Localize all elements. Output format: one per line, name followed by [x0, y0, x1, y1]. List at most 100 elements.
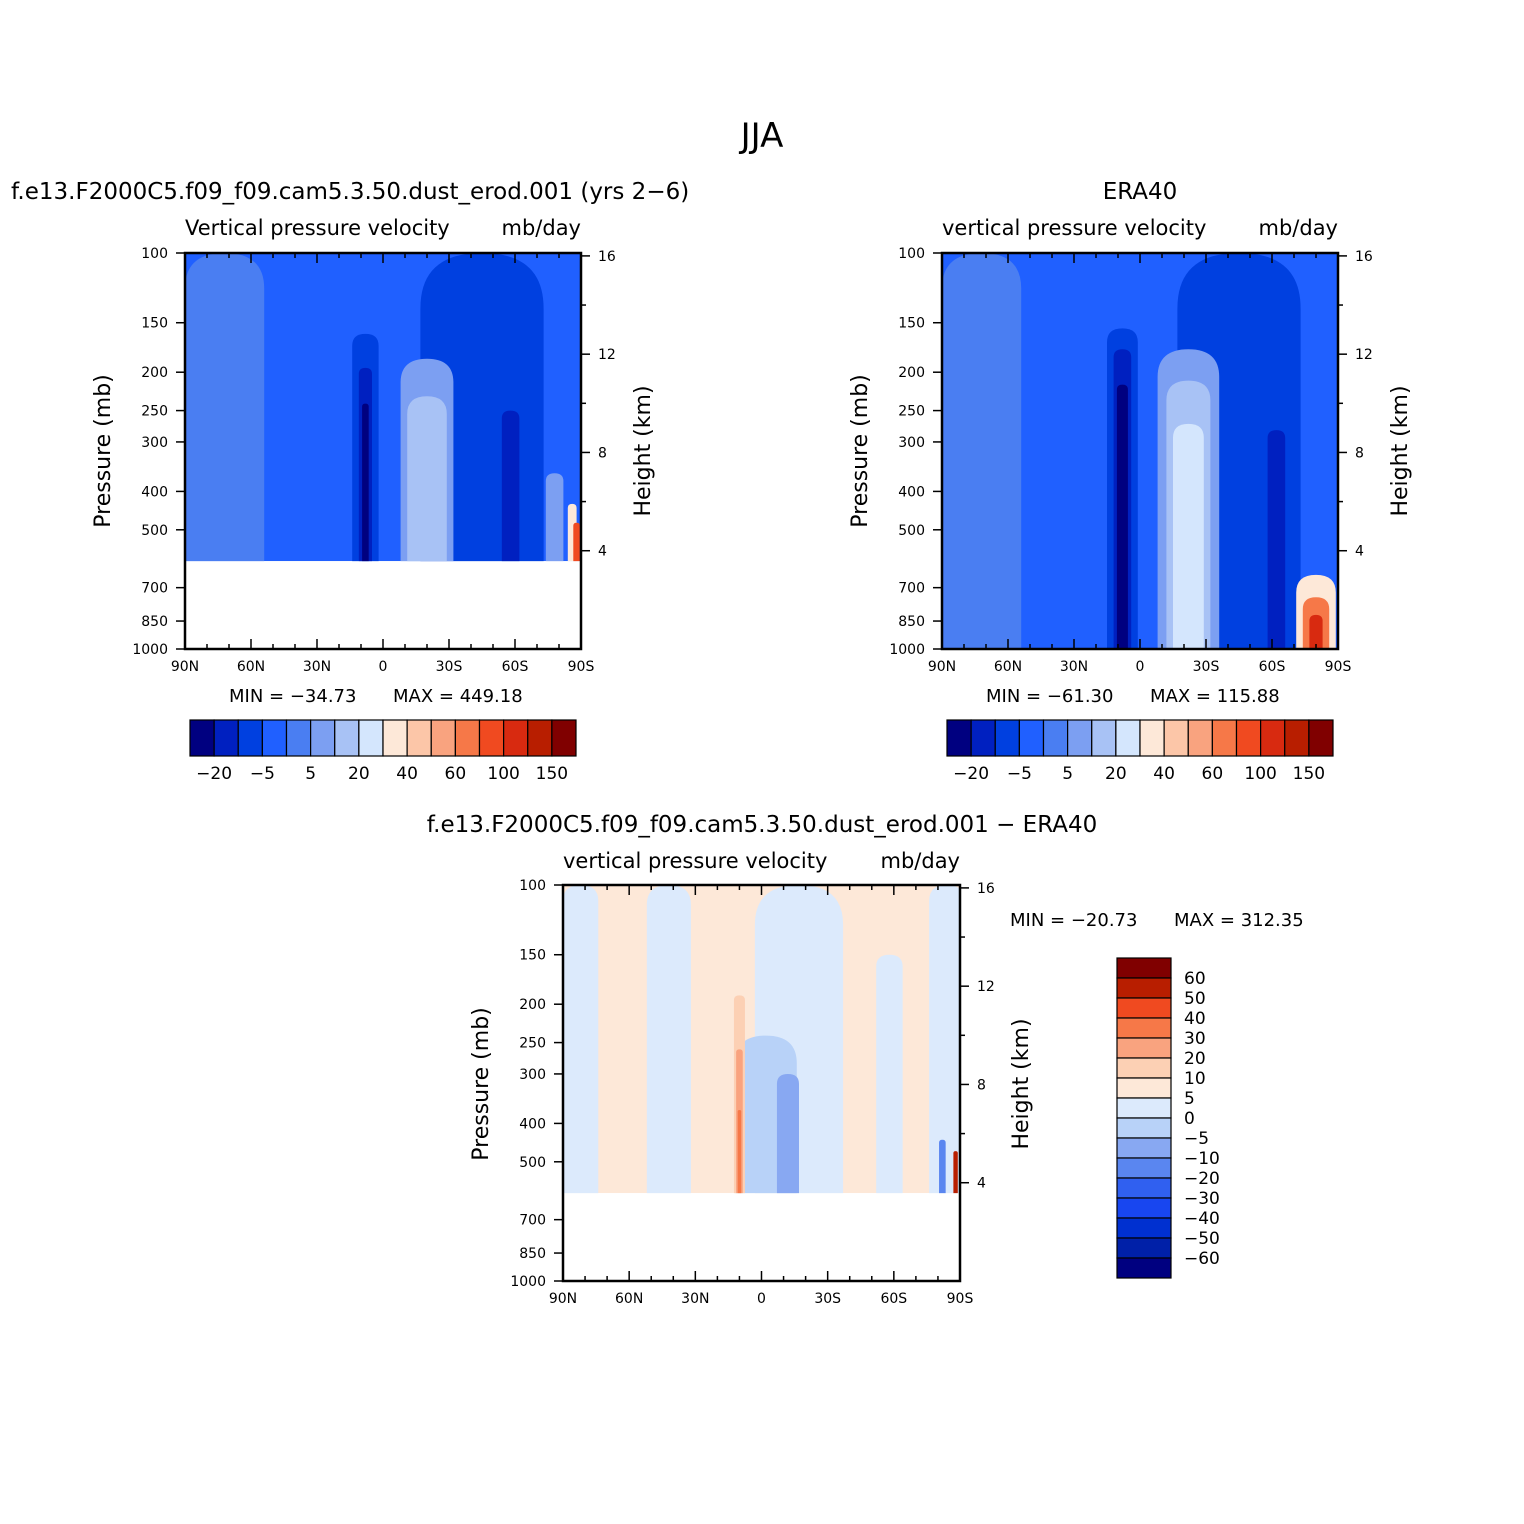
colorbar-swatch — [503, 719, 529, 757]
y-tick-label: 100 — [141, 246, 168, 262]
colorbar-swatch — [1116, 1037, 1172, 1059]
colorbar-swatch — [1091, 719, 1117, 757]
colorbar-label: 60 — [445, 764, 467, 784]
x-tick-label: 60S — [1259, 659, 1286, 675]
colorbar-swatch — [1116, 1217, 1172, 1239]
contour-region — [953, 1151, 958, 1194]
x-tick-label: 60S — [502, 659, 529, 675]
colorbar-label: 100 — [1244, 764, 1276, 784]
y-tick-label: 1000 — [889, 642, 925, 658]
y-right-tick-label: 8 — [1355, 445, 1364, 461]
panel-title: f.e13.F2000C5.f09_f09.cam5.3.50.dust_ero… — [427, 812, 1098, 838]
y-tick-label: 400 — [141, 484, 168, 500]
units-label: mb/day — [1259, 216, 1339, 240]
colorbar-swatch — [1116, 977, 1172, 999]
y-right-tick-label: 4 — [598, 544, 607, 560]
colorbar-label: −10 — [1184, 1149, 1220, 1169]
colorbar-swatch — [1116, 1117, 1172, 1139]
units-label: mb/day — [502, 216, 582, 240]
colorbar-label: 150 — [1293, 764, 1325, 784]
x-tick-label: 90N — [928, 659, 956, 675]
panel-model: f.e13.F2000C5.f09_f09.cam5.3.50.dust_ero… — [11, 179, 689, 784]
colorbar-label: 0 — [1184, 1109, 1195, 1129]
colorbar-swatch — [1211, 719, 1238, 757]
y-right-tick-label: 16 — [977, 881, 995, 897]
y-tick-label: 150 — [141, 316, 168, 332]
contour-field — [563, 885, 960, 1194]
x-tick-label: 90N — [171, 659, 199, 675]
min-value: MIN = −34.73 — [229, 686, 356, 707]
y-tick-label: 300 — [519, 1067, 546, 1083]
colorbar-swatch — [213, 719, 239, 757]
colorbar-swatch — [237, 719, 263, 757]
colorbar-label: 100 — [487, 764, 519, 784]
colorbar-swatch — [1116, 1237, 1172, 1259]
x-tick-label: 0 — [757, 1291, 766, 1307]
colorbar-swatch — [970, 719, 996, 757]
colorbar-swatch — [1116, 1197, 1172, 1219]
contour-region — [545, 473, 564, 562]
colorbar-swatch — [1116, 1177, 1172, 1199]
x-tick-label: 30N — [681, 1291, 709, 1307]
figure-title: JJA — [739, 116, 784, 156]
colorbar-swatch — [1163, 719, 1189, 757]
y-axis-label: Pressure (mb) — [469, 1007, 494, 1161]
y-axis-right-label: Height (km) — [631, 385, 656, 516]
colorbar-swatch — [430, 719, 456, 757]
contour-region — [1173, 423, 1204, 649]
y-right-tick-label: 12 — [1355, 347, 1373, 363]
x-tick-label: 90S — [947, 1291, 974, 1307]
contour-plot: 90N 60N 30N 0 30S 60S 90S 100 150 200 250 300 400 500… — [132, 246, 616, 675]
colorbar-label: 20 — [1105, 764, 1127, 784]
contour-region — [501, 410, 520, 562]
colorbar-label: 50 — [1184, 989, 1206, 1009]
panel-title: ERA40 — [1103, 179, 1178, 205]
contour-region — [737, 1110, 742, 1194]
colorbar-swatch — [1116, 1257, 1172, 1279]
y-tick-label: 250 — [141, 404, 168, 420]
y-tick-label: 500 — [898, 523, 925, 539]
x-tick-label: 30N — [1060, 659, 1088, 675]
colorbar-swatch — [1235, 719, 1262, 757]
y-tick-label: 850 — [141, 614, 168, 630]
contour-plot: 90N 60N 30N 0 30S 60S 90S 100 150 200 250 300 400 500… — [510, 878, 995, 1307]
colorbar-swatch — [1042, 719, 1069, 757]
contour-region — [573, 522, 580, 562]
contour-field — [185, 253, 581, 562]
y-tick-label: 1000 — [132, 642, 168, 658]
colorbar-label: −30 — [1184, 1189, 1220, 1209]
colorbar-swatch — [994, 719, 1020, 757]
max-value: MAX = 312.35 — [1174, 910, 1304, 931]
contour-region — [362, 403, 369, 562]
colorbar-swatch — [1308, 719, 1334, 757]
y-tick-label: 500 — [519, 1155, 546, 1171]
y-tick-label: 300 — [898, 435, 925, 451]
colorbar-swatch — [527, 719, 553, 757]
x-tick-label: 60N — [994, 659, 1022, 675]
y-tick-label: 100 — [898, 246, 925, 262]
y-right-tick-label: 12 — [977, 979, 995, 995]
x-tick-label: 0 — [1136, 659, 1145, 675]
y-tick-label: 200 — [141, 365, 168, 381]
y-tick-label: 300 — [141, 435, 168, 451]
colorbar-swatch — [1116, 1157, 1172, 1179]
colorbar-label: −20 — [196, 764, 232, 784]
panel-title: f.e13.F2000C5.f09_f09.cam5.3.50.dust_ero… — [11, 179, 689, 205]
colorbar-label: −40 — [1184, 1209, 1220, 1229]
colorbar-swatch — [1116, 1097, 1172, 1119]
x-tick-label: 90S — [568, 659, 595, 675]
colorbar-swatch — [334, 719, 360, 757]
colorbar-swatch — [1284, 719, 1310, 757]
y-right-tick-label: 16 — [598, 249, 616, 265]
y-tick-label: 400 — [519, 1116, 546, 1132]
y-tick-label: 400 — [898, 484, 925, 500]
colorbar-label: 40 — [396, 764, 418, 784]
colorbar-label: −5 — [1184, 1129, 1209, 1149]
contour-region — [776, 1073, 799, 1194]
colorbar-swatch — [478, 719, 505, 757]
colorbar-swatch — [1018, 719, 1045, 757]
x-tick-label: 0 — [379, 659, 388, 675]
x-tick-label: 30S — [814, 1291, 841, 1307]
colorbar-swatch — [406, 719, 432, 757]
